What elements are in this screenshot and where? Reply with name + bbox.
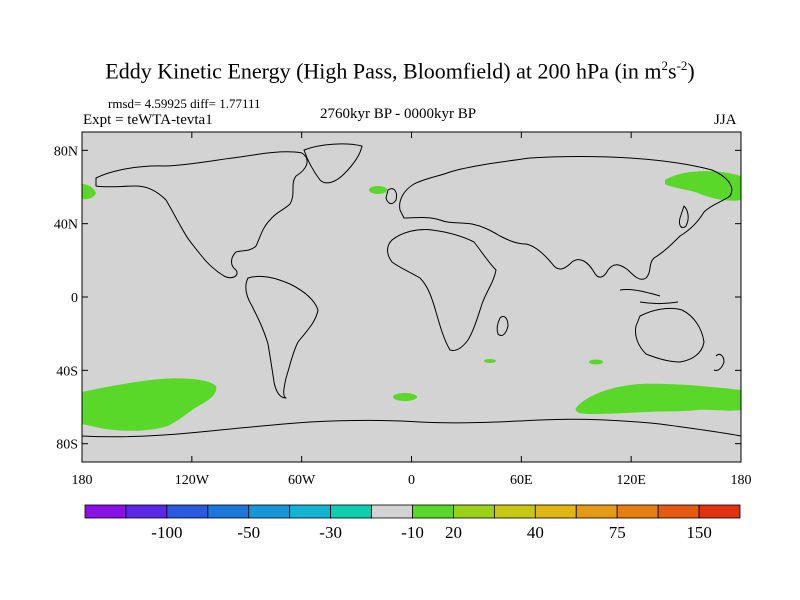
colorbar-swatch bbox=[248, 504, 291, 519]
colorbar-swatch bbox=[698, 504, 741, 519]
lon-tick-label: 120E bbox=[616, 473, 646, 488]
colorbar-swatch bbox=[166, 504, 209, 519]
chart-title: Eddy Kinetic Energy (High Pass, Bloomfie… bbox=[105, 58, 695, 84]
anomaly-region-south-pacific bbox=[82, 378, 217, 431]
coastline-south-america bbox=[245, 275, 319, 399]
experiment-label: Expt = teWTA-tevta1 bbox=[83, 112, 213, 128]
colorbar-swatch bbox=[453, 504, 495, 519]
colorbar-swatch bbox=[575, 504, 618, 519]
stats-text: rmsd= 4.59925 diff= 1.77111 bbox=[108, 96, 261, 111]
colorbar-swatch bbox=[493, 504, 536, 519]
lon-tick-label: 180 bbox=[72, 473, 93, 488]
colorbar-label: -30 bbox=[319, 523, 342, 542]
season-label: JJA bbox=[714, 112, 737, 128]
colorbar-swatch bbox=[125, 504, 168, 519]
colorbar-label: -100 bbox=[151, 523, 182, 542]
anomaly-region-north-pacific-west bbox=[82, 184, 96, 200]
lat-tick-label: 40N bbox=[54, 218, 78, 233]
colorbar-label: 40 bbox=[527, 523, 544, 542]
colorbar-label: 20 bbox=[445, 523, 462, 542]
axis-ticks: 80N 40N 0 40S 80S 180 120W 60W 0 60E 120E 180 bbox=[54, 132, 752, 488]
anomaly-region-south-indian-pacific bbox=[575, 383, 741, 414]
lon-tick-label: 0 bbox=[408, 473, 415, 488]
positive-anomaly-regions bbox=[82, 171, 741, 431]
anomaly-region-south-indian-small bbox=[484, 359, 496, 363]
lat-tick-label: 0 bbox=[71, 291, 78, 306]
coastline-madagascar bbox=[496, 315, 509, 337]
anomaly-region-north-atlantic bbox=[369, 186, 387, 194]
colorbar-swatch bbox=[84, 504, 127, 519]
coastline-australia bbox=[635, 307, 705, 363]
lon-tick-label: 180 bbox=[731, 473, 752, 488]
colorbar-swatch bbox=[330, 504, 372, 519]
colorbar-swatch bbox=[371, 504, 413, 519]
coastline-indonesia bbox=[619, 289, 679, 304]
colorbar-swatch bbox=[534, 504, 577, 519]
coastline-africa bbox=[387, 229, 497, 351]
colorbar-swatch bbox=[657, 504, 700, 519]
coastline-antarctica bbox=[81, 418, 742, 438]
coastline-greenland bbox=[303, 143, 363, 184]
colorbar-swatch bbox=[412, 504, 454, 519]
colorbar-swatch bbox=[207, 504, 250, 519]
coastline-new-zealand bbox=[713, 353, 725, 371]
colorbar-label: -50 bbox=[237, 523, 260, 542]
anomaly-region-south-atlantic bbox=[393, 393, 417, 401]
lat-tick-label: 80S bbox=[56, 438, 78, 453]
lon-tick-label: 120W bbox=[175, 473, 210, 488]
anomaly-region-south-indian-small-2 bbox=[589, 359, 603, 365]
colorbar-swatch bbox=[289, 504, 332, 519]
colorbar-swatch bbox=[616, 504, 659, 519]
colorbar-label: 75 bbox=[609, 523, 626, 542]
coastline-north-america bbox=[95, 151, 308, 279]
coastline-british-isles bbox=[385, 188, 397, 205]
colorbar-label: 150 bbox=[686, 523, 712, 542]
coastlines bbox=[81, 143, 742, 438]
lon-tick-label: 60W bbox=[288, 473, 316, 488]
anomaly-region-north-pacific bbox=[665, 171, 741, 201]
lat-tick-label: 40S bbox=[56, 364, 78, 379]
coastline-japan bbox=[679, 205, 689, 229]
coastline-eurasia bbox=[399, 156, 733, 280]
colorbar-label: -10 bbox=[401, 523, 424, 542]
period-label: 2760kyr BP - 0000kyr BP bbox=[320, 106, 477, 122]
colorbar: -100 -50 -30 -10 20 40 75 150 bbox=[84, 504, 741, 542]
lat-tick-label: 80N bbox=[54, 144, 78, 159]
lon-tick-label: 60E bbox=[510, 473, 533, 488]
